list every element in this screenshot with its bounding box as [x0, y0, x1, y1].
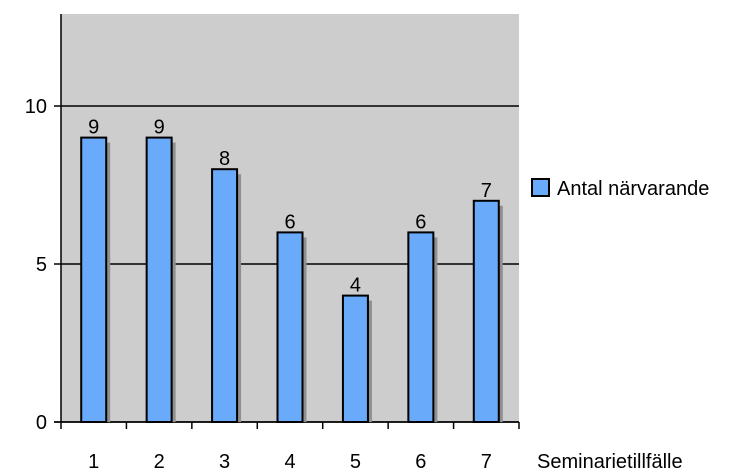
x-tick-label: 5 [350, 451, 361, 473]
y-tick-label: 0 [36, 412, 47, 434]
data-label: 7 [481, 180, 492, 202]
bar [276, 231, 304, 423]
x-tick-label: 2 [154, 451, 165, 473]
x-tick-label: 6 [415, 451, 426, 473]
bar [341, 294, 369, 424]
legend: Antal närvarande [531, 178, 709, 200]
y-tick-label: 10 [25, 96, 47, 118]
data-label: 9 [88, 117, 99, 139]
data-label: 4 [350, 275, 361, 297]
data-labels: 9 9 8 6 4 6 7 [88, 117, 492, 297]
x-tick-label: 4 [284, 451, 295, 473]
data-label: 6 [284, 211, 295, 233]
bar [211, 168, 239, 423]
data-label: 9 [154, 117, 165, 139]
y-tick-labels: 0 5 10 [25, 96, 47, 434]
bar [80, 136, 108, 423]
y-tick-label: 5 [36, 254, 47, 276]
data-label: 8 [219, 148, 230, 170]
bar [472, 199, 500, 423]
bar [145, 136, 173, 423]
legend-label: Antal närvarande [557, 178, 709, 200]
x-tick-label: 1 [88, 451, 99, 473]
x-axis-label: Seminarietillfälle [537, 451, 683, 473]
legend-swatch [531, 178, 550, 197]
bar [407, 231, 435, 423]
x-tick-labels: 1 2 3 4 5 6 7 [88, 451, 492, 473]
bars [80, 136, 500, 424]
x-tick-label: 3 [219, 451, 230, 473]
x-tick-label: 7 [481, 451, 492, 473]
data-label: 6 [415, 211, 426, 233]
